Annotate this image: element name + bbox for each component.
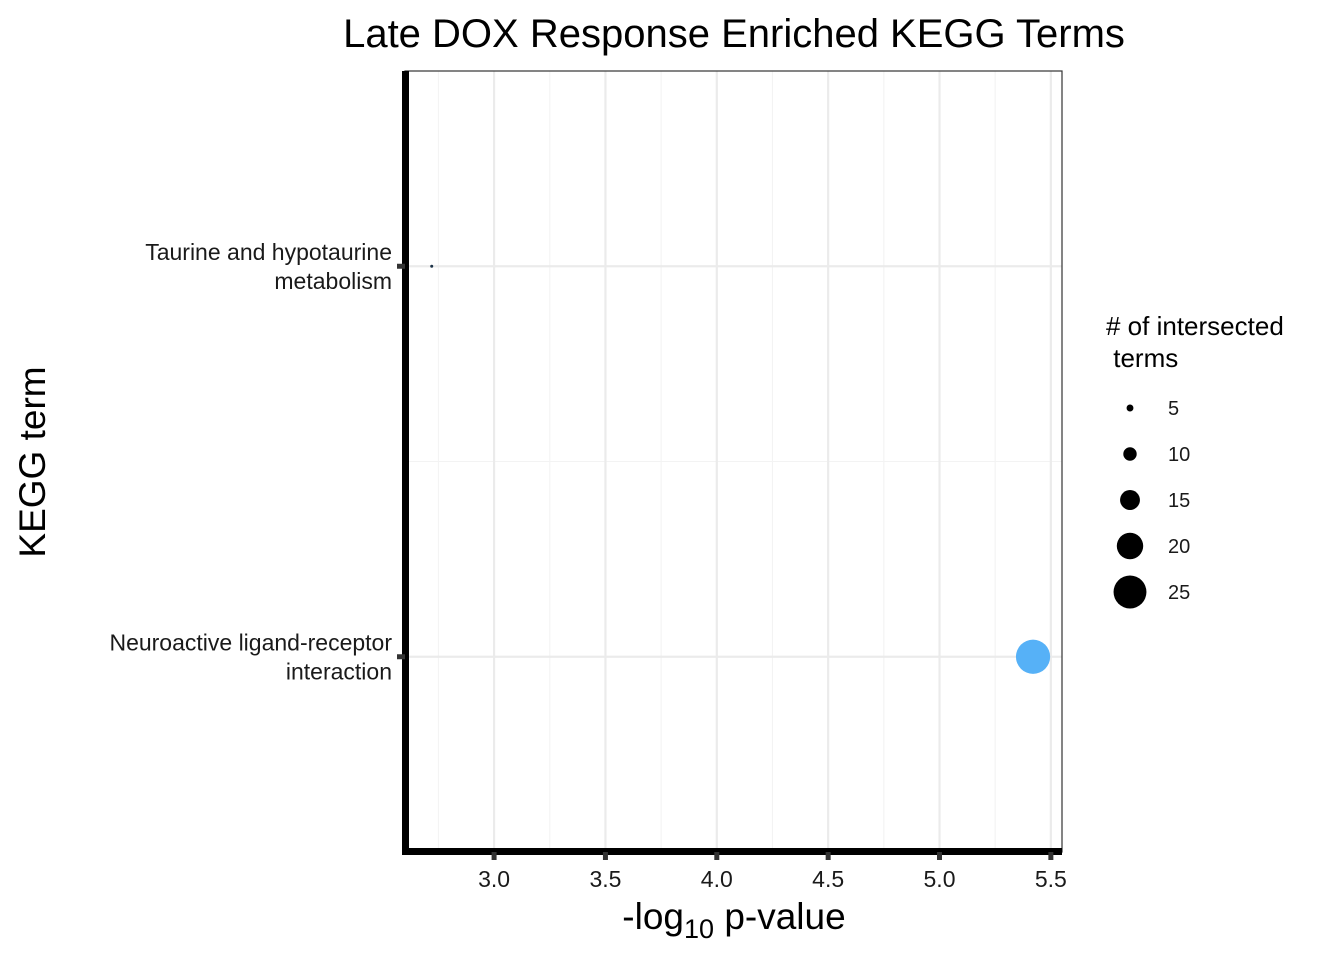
legend-label: 10 (1168, 444, 1190, 466)
legend-label: 15 (1168, 490, 1190, 512)
legend-title-line-2: terms (1106, 343, 1178, 373)
legend-keys: 5 10 15 20 25 (1114, 398, 1191, 608)
legend-label: 5 (1168, 398, 1179, 420)
data-point (1016, 640, 1050, 674)
x-tick-label: 3.5 (589, 866, 621, 892)
chart-title: Late DOX Response Enriched KEGG Terms (343, 12, 1125, 56)
x-tick-label: 4.5 (812, 866, 844, 892)
x-axis-ticks: 3.0 3.5 4.0 4.5 5.0 5.5 (478, 852, 1067, 892)
legend-label: 25 (1168, 582, 1190, 604)
x-axis-title-main: -log (622, 896, 684, 937)
x-tick-label: 5.0 (924, 866, 956, 892)
legend-key (1117, 533, 1143, 559)
y-axis-ticks: Taurine and hypotaurine metabolism Neuroac… (109, 239, 405, 685)
legend-key (1120, 490, 1140, 510)
legend-label: 20 (1168, 536, 1190, 558)
y-tick-label: interaction (286, 658, 392, 684)
x-tick-label: 4.0 (701, 866, 733, 892)
plot-panel (402, 71, 1062, 853)
x-axis-title-rest: p-value (714, 896, 846, 937)
y-tick-label: Neuroactive ligand-receptor (109, 629, 392, 655)
data-point (430, 265, 433, 268)
y-axis-title: KEGG term (12, 366, 53, 557)
x-axis-title: -log10 p-value (622, 896, 845, 944)
y-tick-label: Taurine and hypotaurine (145, 239, 392, 265)
x-tick-label: 5.5 (1035, 866, 1067, 892)
size-legend: # of intersected terms 5 10 15 20 25 (1106, 311, 1284, 608)
legend-key (1123, 447, 1136, 460)
y-tick-label: metabolism (274, 268, 392, 294)
legend-key (1114, 576, 1147, 609)
x-tick-label: 3.0 (478, 866, 510, 892)
legend-key (1127, 405, 1134, 412)
x-axis-title-subscript: 10 (684, 914, 714, 944)
legend-title-line-1: # of intersected (1106, 311, 1284, 341)
